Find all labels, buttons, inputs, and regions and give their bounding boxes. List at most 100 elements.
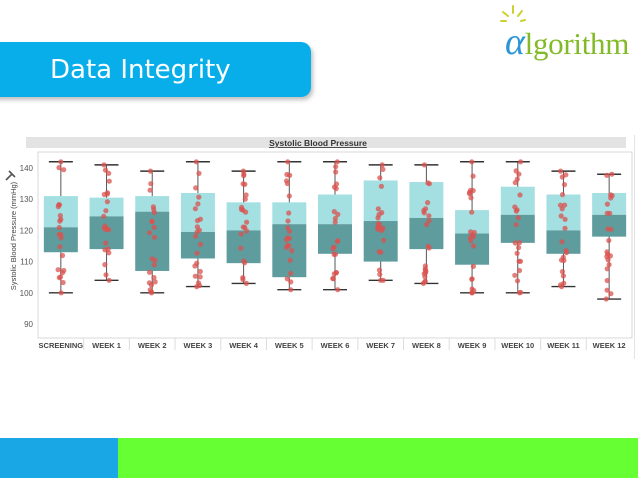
data-point xyxy=(516,267,523,274)
data-point xyxy=(104,191,110,197)
data-point xyxy=(240,276,246,283)
data-point xyxy=(563,172,569,178)
y-tick-label: 90 xyxy=(24,320,33,329)
data-point xyxy=(470,173,476,179)
logo-rest: lgorithm xyxy=(524,26,630,61)
data-point xyxy=(284,276,290,282)
data-point xyxy=(515,215,521,221)
data-point xyxy=(468,238,474,244)
data-point xyxy=(147,168,154,174)
data-point xyxy=(238,245,244,251)
x-tick-label: WEEK 5 xyxy=(275,341,304,350)
data-point xyxy=(559,192,566,198)
data-point xyxy=(333,186,339,192)
data-point xyxy=(608,291,614,297)
data-point xyxy=(194,250,200,256)
data-point xyxy=(285,242,291,249)
data-point xyxy=(469,159,475,165)
data-point xyxy=(194,229,200,235)
pin-icon[interactable] xyxy=(5,170,16,181)
data-point xyxy=(285,159,291,165)
data-point xyxy=(606,262,612,268)
data-point xyxy=(562,225,568,231)
data-point xyxy=(289,248,295,254)
data-point xyxy=(56,165,62,171)
x-tick-label: WEEK 10 xyxy=(501,341,534,350)
data-point xyxy=(243,192,249,198)
logo-sun-icon xyxy=(500,5,526,22)
data-point xyxy=(559,239,565,245)
data-point xyxy=(333,169,339,175)
data-point xyxy=(425,200,431,206)
box-upper xyxy=(135,196,170,212)
data-point xyxy=(333,164,339,170)
y-tick-label: 110 xyxy=(20,258,33,267)
data-point xyxy=(516,245,522,251)
data-point xyxy=(562,216,568,222)
data-point xyxy=(286,193,292,199)
x-tick-label: WEEK 6 xyxy=(321,341,350,350)
x-tick-label: WEEK 4 xyxy=(229,341,259,350)
box-upper xyxy=(89,197,124,217)
slide-title: Data Integrity xyxy=(50,55,231,85)
x-tick-label: WEEK 11 xyxy=(547,341,580,350)
data-point xyxy=(375,224,381,230)
x-tick-label: SCREENING xyxy=(39,341,84,350)
data-point xyxy=(514,278,521,284)
box-lower xyxy=(592,214,627,237)
data-point xyxy=(149,256,155,262)
chart-frame xyxy=(6,135,635,359)
data-point xyxy=(59,270,66,276)
data-point xyxy=(101,162,107,168)
data-point xyxy=(147,187,153,193)
data-point xyxy=(151,275,157,281)
data-point xyxy=(241,173,247,179)
data-point xyxy=(288,279,294,285)
data-point xyxy=(193,159,199,165)
data-point xyxy=(470,263,476,269)
data-point xyxy=(375,206,381,212)
data-point xyxy=(379,162,385,168)
data-point xyxy=(146,230,153,236)
data-point xyxy=(512,272,518,278)
data-point xyxy=(470,234,476,240)
data-point xyxy=(332,251,339,257)
data-point xyxy=(196,170,202,176)
data-point xyxy=(424,222,430,228)
data-point xyxy=(287,257,293,263)
data-point xyxy=(561,182,568,188)
data-point xyxy=(559,206,565,212)
data-point xyxy=(152,279,158,285)
data-point xyxy=(239,204,245,210)
data-point xyxy=(192,273,198,279)
data-point xyxy=(608,192,614,198)
data-point xyxy=(194,260,200,266)
data-point xyxy=(57,213,63,219)
data-point xyxy=(242,181,248,187)
data-point xyxy=(604,287,610,293)
logo-alpha: α xyxy=(505,21,525,63)
data-point xyxy=(288,270,294,276)
data-point xyxy=(285,218,291,224)
x-tick-label: WEEK 1 xyxy=(92,341,121,350)
data-point xyxy=(425,243,431,249)
data-point xyxy=(242,260,248,266)
algorithm-logo xyxy=(500,4,636,60)
data-point xyxy=(468,195,474,201)
box-upper xyxy=(546,194,581,231)
x-tick-label: WEEK 12 xyxy=(593,341,626,350)
data-point xyxy=(378,249,384,255)
data-point xyxy=(148,181,154,187)
x-tick-label: WEEK 2 xyxy=(138,341,167,350)
data-point xyxy=(146,269,153,275)
data-point xyxy=(604,266,610,272)
data-point xyxy=(603,296,609,302)
data-point xyxy=(331,271,337,277)
data-point xyxy=(422,279,428,285)
data-point xyxy=(516,240,523,246)
footer-green-block xyxy=(118,438,638,478)
y-axis-label: Systolic Blood Pressure (mmHg) xyxy=(9,181,18,290)
data-point xyxy=(102,167,109,173)
data-point xyxy=(105,246,111,252)
data-point xyxy=(103,240,109,246)
